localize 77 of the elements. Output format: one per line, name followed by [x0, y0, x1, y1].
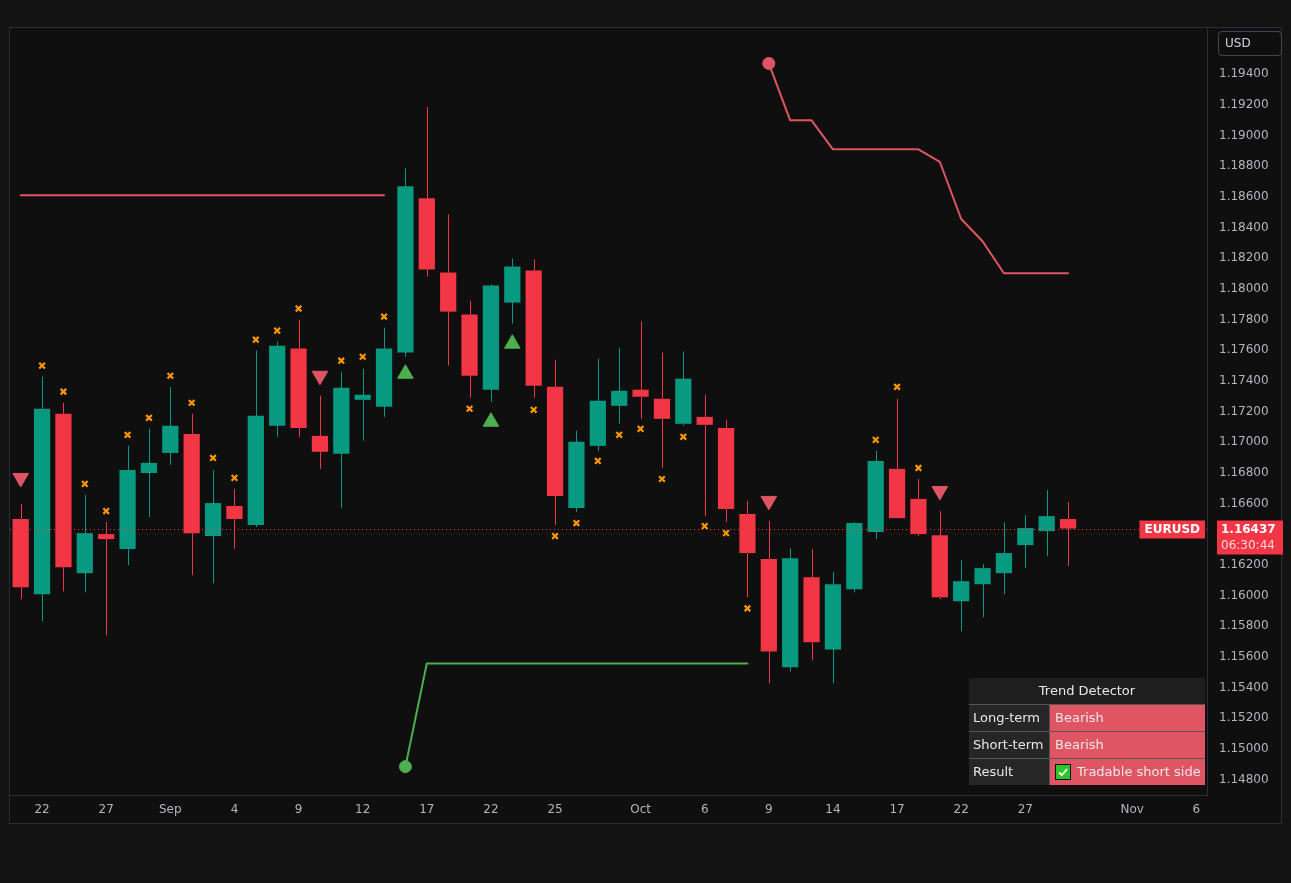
point: [914, 464, 923, 472]
candlestick: [974, 563, 991, 618]
candlestick: [995, 521, 1013, 595]
x-tick-label: 25: [547, 802, 563, 817]
x-tick-label: 22: [483, 802, 499, 817]
y-tick-label: 1.15800: [1219, 618, 1269, 633]
y-tick-label: 1.16200: [1219, 557, 1269, 572]
y-tick-label: 1.15400: [1219, 679, 1269, 694]
point: [529, 405, 538, 414]
text: 06:30:44: [1221, 537, 1275, 552]
y-tick-label: 1.17200: [1219, 403, 1269, 418]
annotation: Result: [969, 759, 1050, 785]
x-tick-label: 17: [419, 802, 435, 817]
point: [251, 335, 260, 344]
y-tick-label: 1.17400: [1219, 372, 1269, 387]
candlestick: [632, 321, 649, 420]
x-tick-label: 22: [953, 802, 969, 817]
point: [504, 334, 521, 349]
candlestick: [311, 395, 329, 470]
candlestick: [1017, 514, 1034, 569]
annotation: Trend Detector: [969, 678, 1205, 705]
x-tick-label: 6: [1192, 802, 1201, 817]
x-tick-label: Sep: [159, 802, 182, 817]
y-tick-label: 1.18400: [1219, 219, 1269, 234]
ref-line-label: EURUSD: [1144, 521, 1201, 536]
candlestick: [140, 428, 158, 518]
candlestick: [354, 368, 371, 442]
y-tick-label: 1.18600: [1219, 188, 1269, 203]
x-tick-label: 22: [34, 802, 50, 817]
y-tick-label: 1.17600: [1219, 342, 1269, 357]
candlestick: [953, 559, 970, 632]
annotation: Bearish: [1055, 736, 1104, 754]
candlestick: [653, 352, 671, 469]
y-tick-label: 1.16600: [1219, 495, 1269, 510]
x-tick-label: 27: [98, 802, 114, 817]
y-tick-label: 1.19200: [1219, 96, 1269, 111]
x-tick-label: 6: [700, 802, 709, 817]
point: [482, 412, 500, 427]
y-tick-label: 1.15000: [1219, 741, 1269, 756]
y-tick-label: 1.18200: [1219, 250, 1269, 265]
point: [380, 312, 388, 321]
y-tick-label: 1.19400: [1219, 66, 1269, 81]
annotation: Long-term: [969, 705, 1050, 731]
annotation: Tradable short side: [1077, 763, 1201, 781]
x-tick-label: 27: [1017, 802, 1033, 817]
candlestick: [696, 394, 713, 517]
x-tick-label: 14: [825, 802, 841, 817]
x-tick-label: 9: [294, 802, 303, 817]
point: [679, 432, 688, 441]
annotation: Bearish: [1055, 709, 1104, 727]
x-tick-label: Nov: [1120, 802, 1144, 817]
point: [762, 56, 776, 70]
candlestick: [1038, 489, 1055, 557]
point: [230, 473, 239, 482]
x-tick-label: 4: [230, 802, 239, 817]
point: [397, 364, 414, 379]
text: 1.16437: [1221, 521, 1276, 536]
y-tick-label: 1.16800: [1219, 464, 1269, 479]
y-tick-label: 1.14800: [1219, 771, 1269, 786]
candlestick: [611, 347, 628, 425]
x-tick-label: 17: [889, 802, 905, 817]
y-tick-label: 1.18000: [1219, 280, 1269, 295]
y-tick-label: 1.18800: [1219, 158, 1269, 173]
y-axis-title: USD: [1218, 31, 1282, 56]
point: [273, 326, 282, 335]
y-tick-label: 1.16000: [1219, 587, 1269, 602]
point: [572, 519, 581, 527]
x-tick-label: 12: [355, 802, 371, 817]
y-tick-label: 1.15600: [1219, 649, 1269, 664]
y-tick-label: 1.19000: [1219, 127, 1269, 142]
y-tick-label: 1.17000: [1219, 434, 1269, 449]
y-tick-label: 1.15200: [1219, 710, 1269, 725]
annotation: Short-term: [969, 732, 1050, 758]
y-tick-label: 1.17800: [1219, 311, 1269, 326]
point: [398, 760, 412, 774]
x-tick-label: 9: [764, 802, 773, 817]
x-tick-label: Oct: [630, 802, 652, 817]
